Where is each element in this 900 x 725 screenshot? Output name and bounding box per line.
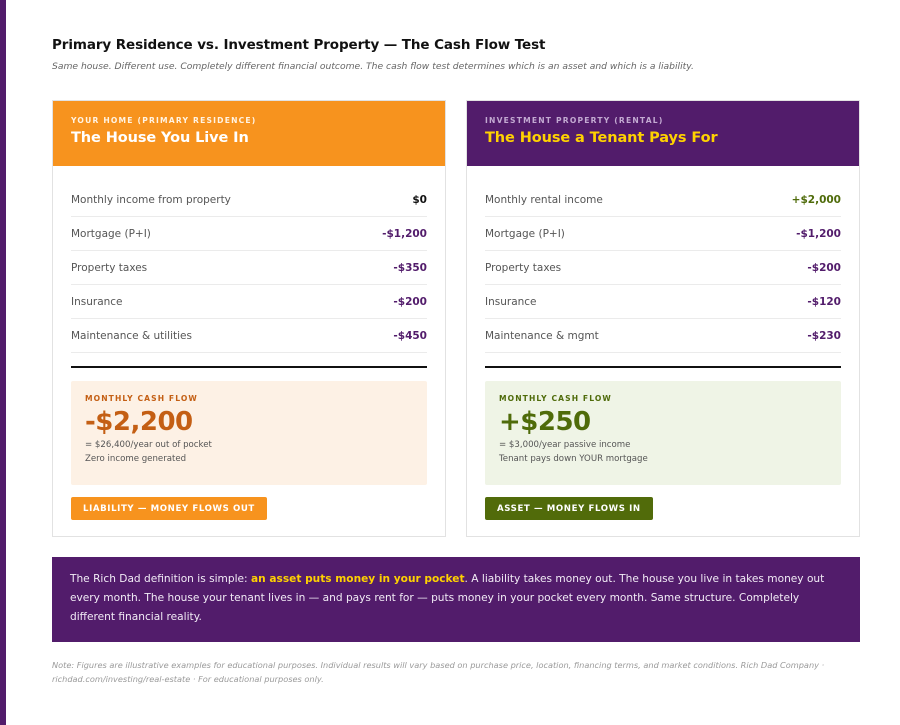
line-item: Insurance -$120 — [485, 285, 841, 319]
line-item-label: Insurance — [485, 295, 537, 308]
line-item-value: -$230 — [807, 329, 841, 342]
line-item-value: -$450 — [393, 329, 427, 342]
line-item: Mortgage (P+I) -$1,200 — [71, 217, 427, 251]
card-title: The House You Live In — [71, 130, 249, 146]
definition-highlight: an asset puts money in your pocket — [251, 573, 465, 585]
liability-badge: LIABILITY — MONEY FLOWS OUT — [71, 497, 267, 520]
line-item-label: Monthly income from property — [71, 193, 231, 206]
line-item: Maintenance & utilities -$450 — [71, 319, 427, 353]
line-item-label: Property taxes — [485, 261, 562, 274]
cash-flow-summary: MONTHLY CASH FLOW +$250 = $3,000/year pa… — [485, 381, 841, 485]
definition-rest: . A liability takes money out. The house… — [70, 573, 825, 623]
line-item: Monthly rental income +$2,000 — [485, 183, 841, 217]
line-item-value: +$2,000 — [791, 193, 841, 206]
total-divider — [485, 366, 841, 368]
line-item-label: Insurance — [71, 295, 123, 308]
total-divider — [71, 366, 427, 368]
card-header: YOUR HOME (PRIMARY RESIDENCE) The House … — [53, 101, 445, 166]
cash-flow-note: = $26,400/year out of pocket — [85, 440, 212, 450]
page-title: Primary Residence vs. Investment Propert… — [52, 37, 546, 53]
line-item-value: -$200 — [393, 295, 427, 308]
line-items: Monthly income from property $0 Mortgage… — [71, 183, 427, 368]
line-item-value: -$1,200 — [796, 227, 841, 240]
left-accent-bar — [0, 0, 6, 725]
card-title: The House a Tenant Pays For — [485, 130, 718, 146]
cash-flow-summary: MONTHLY CASH FLOW -$2,200 = $26,400/year… — [71, 381, 427, 485]
line-item-label: Maintenance & utilities — [71, 329, 192, 342]
line-item: Property taxes -$200 — [485, 251, 841, 285]
cash-flow-label: MONTHLY CASH FLOW — [85, 394, 198, 403]
line-item-label: Mortgage (P+I) — [485, 227, 565, 240]
investment-property-card: INVESTMENT PROPERTY (RENTAL) The House a… — [466, 100, 860, 537]
line-item-label: Mortgage (P+I) — [71, 227, 151, 240]
line-item-value: -$120 — [807, 295, 841, 308]
line-items: Monthly rental income +$2,000 Mortgage (… — [485, 183, 841, 368]
line-item-label: Maintenance & mgmt — [485, 329, 599, 342]
cash-flow-note: = $3,000/year passive income — [499, 440, 631, 450]
page-subtitle: Same house. Different use. Completely di… — [52, 61, 694, 72]
cash-flow-note: Tenant pays down YOUR mortgage — [499, 454, 648, 464]
primary-residence-card: YOUR HOME (PRIMARY RESIDENCE) The House … — [52, 100, 446, 537]
line-item-value: -$1,200 — [382, 227, 427, 240]
cash-flow-label: MONTHLY CASH FLOW — [499, 394, 612, 403]
card-eyebrow: YOUR HOME (PRIMARY RESIDENCE) — [71, 116, 257, 125]
line-item-label: Property taxes — [71, 261, 148, 274]
card-eyebrow: INVESTMENT PROPERTY (RENTAL) — [485, 116, 664, 125]
asset-badge: ASSET — MONEY FLOWS IN — [485, 497, 653, 520]
line-item-value: -$350 — [393, 261, 427, 274]
cash-flow-amount: +$250 — [499, 407, 591, 437]
line-item-value: $0 — [412, 193, 427, 206]
line-item: Property taxes -$350 — [71, 251, 427, 285]
line-item: Insurance -$200 — [71, 285, 427, 319]
line-item: Maintenance & mgmt -$230 — [485, 319, 841, 353]
cash-flow-note: Zero income generated — [85, 454, 187, 464]
card-header: INVESTMENT PROPERTY (RENTAL) The House a… — [467, 101, 859, 166]
definition-callout: The Rich Dad definition is simple: an as… — [52, 557, 860, 642]
footnote: Note: Figures are illustrative examples … — [52, 660, 825, 684]
line-item-label: Monthly rental income — [485, 193, 603, 206]
definition-lead: The Rich Dad definition is simple: — [70, 573, 251, 585]
line-item: Monthly income from property $0 — [71, 183, 427, 217]
line-item-value: -$200 — [807, 261, 841, 274]
cash-flow-amount: -$2,200 — [85, 407, 193, 437]
line-item: Mortgage (P+I) -$1,200 — [485, 217, 841, 251]
